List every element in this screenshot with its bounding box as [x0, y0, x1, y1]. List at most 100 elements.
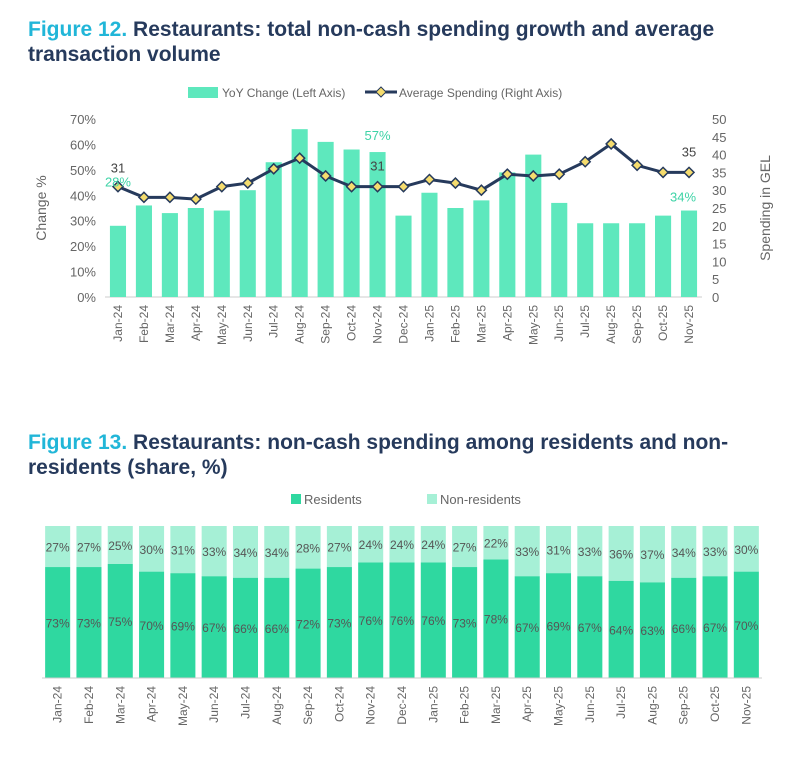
line-marker: [475, 184, 488, 197]
bar-non-residents: [76, 526, 102, 568]
data-label-yoy: 57%: [365, 128, 391, 143]
data-label-non-residents: 33%: [202, 545, 226, 559]
bar-non-residents: [483, 526, 509, 560]
legend-label-spending: Average Spending (Right Axis): [399, 86, 562, 100]
bar-yoy: [109, 225, 127, 297]
bar-yoy: [187, 208, 204, 297]
bar-non-residents: [201, 526, 227, 577]
data-label-non-residents: 24%: [390, 538, 414, 552]
data-label-non-residents: 30%: [734, 543, 758, 557]
data-label-non-residents: 27%: [453, 541, 477, 555]
y2-axis-label: Spending in GEL: [757, 155, 773, 261]
bar-non-residents: [358, 526, 384, 563]
line-marker: [293, 152, 306, 165]
figure-label: Figure 13.: [28, 431, 128, 454]
bar-yoy: [680, 210, 698, 297]
data-label-non-residents: 28%: [296, 541, 320, 555]
data-label-residents: 64%: [609, 623, 633, 637]
bar-non-residents: [45, 526, 71, 568]
y-tick-label: 40%: [70, 188, 96, 203]
bar-residents: [702, 576, 728, 678]
x-tick-label: Jan-24: [111, 305, 125, 342]
y-tick-label: 0%: [77, 290, 96, 305]
line-marker: [501, 168, 514, 181]
title-text: Restaurants: total non-cash spending gro…: [28, 18, 715, 66]
y2-tick-label: 0: [712, 290, 719, 305]
legend-swatch-residents: [291, 494, 301, 504]
data-label-residents: 70%: [140, 619, 164, 633]
y2-tick-label: 40: [712, 148, 726, 163]
x-tick-label: Dec-24: [397, 305, 411, 344]
data-label-non-residents: 27%: [327, 541, 351, 555]
line-marker: [527, 169, 540, 183]
x-tick-label: Jun-24: [207, 686, 221, 723]
bar-residents: [389, 562, 415, 678]
line-marker: [682, 166, 696, 179]
data-label-non-residents: 34%: [265, 546, 289, 560]
data-label-non-residents: 33%: [703, 545, 727, 559]
bar-yoy: [395, 215, 412, 297]
y-tick-label: 60%: [70, 137, 96, 152]
x-tick-label: Aug-25: [645, 686, 659, 725]
x-tick-label: Apr-25: [500, 305, 514, 341]
line-marker: [111, 180, 125, 193]
line-marker: [241, 177, 254, 190]
data-label-residents: 67%: [202, 621, 226, 635]
bar-residents: [577, 576, 603, 678]
bar-residents: [139, 571, 165, 678]
bar-yoy: [265, 162, 282, 297]
bar-non-residents: [170, 526, 196, 574]
line-marker: [319, 169, 332, 183]
x-tick-label: Apr-25: [520, 686, 534, 722]
bar-yoy: [473, 200, 490, 297]
x-tick-label: Oct-24: [345, 305, 359, 341]
y2-tick-label: 10: [712, 254, 726, 269]
data-label-residents: 76%: [390, 614, 414, 628]
data-label-residents: 72%: [296, 617, 320, 631]
bar-non-residents: [639, 526, 665, 583]
bar-residents: [232, 577, 258, 678]
y2-tick-label: 20: [712, 219, 726, 234]
line-marker: [579, 155, 592, 168]
figure-label: Figure 12.: [28, 18, 128, 41]
bar-residents: [45, 567, 71, 678]
bar-residents: [76, 567, 102, 678]
data-label-residents: 73%: [327, 617, 351, 631]
line-marker: [137, 191, 150, 204]
y-tick-label: 20%: [70, 239, 96, 254]
data-label-residents: 67%: [578, 621, 602, 635]
data-label-non-residents: 24%: [359, 538, 383, 552]
data-label-non-residents: 31%: [547, 544, 571, 558]
bar-non-residents: [107, 526, 133, 564]
data-label-non-residents: 25%: [108, 539, 132, 553]
line-marker: [345, 180, 358, 193]
bar-yoy: [551, 202, 568, 297]
bar-yoy: [629, 223, 646, 297]
x-tick-label: Apr-24: [189, 305, 203, 341]
bar-non-residents: [733, 526, 759, 572]
bar-residents: [420, 562, 446, 678]
x-tick-label: Nov-25: [739, 686, 753, 725]
bar-residents: [608, 580, 634, 678]
x-tick-label: Sep-24: [319, 305, 333, 344]
bar-non-residents: [264, 526, 290, 578]
data-label-non-residents: 36%: [609, 547, 633, 561]
x-tick-label: Jul-25: [578, 305, 592, 338]
bar-yoy: [161, 213, 178, 297]
data-label-non-residents: 34%: [233, 546, 257, 560]
data-label-residents: 66%: [672, 622, 696, 636]
bar-non-residents: [232, 526, 258, 578]
bar-yoy: [239, 190, 256, 297]
y2-tick-label: 30: [712, 183, 726, 198]
data-label-non-residents: 22%: [484, 537, 508, 551]
x-tick-label: Jun-25: [552, 305, 566, 342]
data-label-residents: 73%: [453, 617, 477, 631]
x-tick-label: Nov-24: [371, 305, 385, 344]
x-tick-label: Oct-25: [656, 305, 670, 341]
line-marker: [189, 193, 202, 206]
data-label-yoy: 28%: [105, 174, 131, 189]
bar-residents: [452, 567, 478, 678]
x-tick-label: Feb-25: [458, 686, 472, 724]
x-tick-label: Jan-25: [422, 305, 436, 342]
